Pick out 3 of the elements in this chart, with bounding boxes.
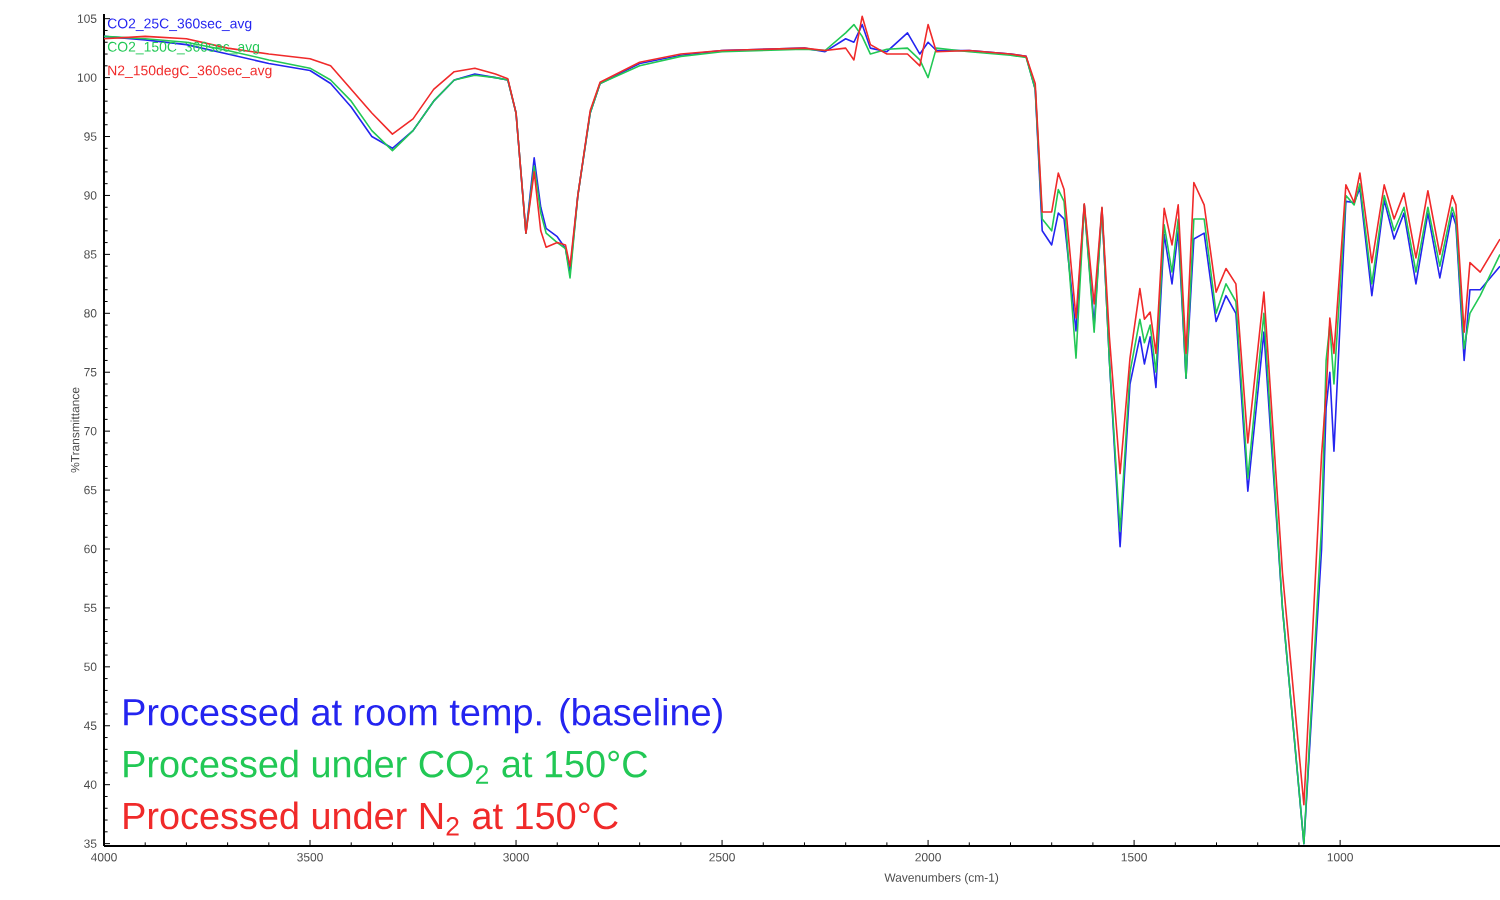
text: Processed at room temp. (baseline) — [124, 697, 722, 734]
text: Processed under N$_{2}$ at 150°C — [124, 801, 618, 836]
text: Processed under CO$_{2}$ at 150°C — [124, 749, 648, 784]
